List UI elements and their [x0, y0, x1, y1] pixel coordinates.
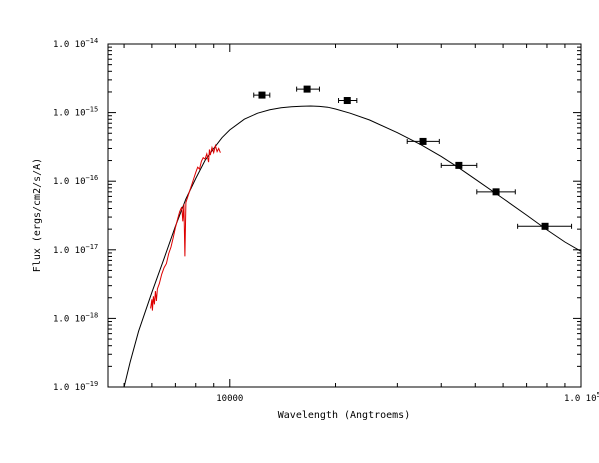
data-marker — [541, 222, 549, 230]
photometry-point — [517, 222, 573, 230]
spectrum-line — [150, 143, 221, 311]
photometry-point — [476, 188, 516, 196]
y-tick-label: 1.0 10−14 — [53, 37, 98, 50]
model-curve — [123, 105, 582, 388]
y-tick-label: 1.0 10−15 — [53, 106, 98, 119]
photometry-point — [296, 85, 320, 93]
photometry-point — [253, 91, 271, 99]
data-marker — [455, 161, 463, 169]
tick-marks — [108, 44, 582, 388]
x-tick-label: 10000 — [216, 394, 243, 404]
data-marker — [258, 91, 266, 99]
x-tick-labels: 10000 1.0 105 — [216, 391, 599, 404]
photometry-layer — [253, 85, 573, 230]
x-tick-label: 1.0 105 — [564, 391, 599, 404]
data-marker — [303, 85, 311, 93]
data-marker — [492, 188, 500, 196]
y-tick-label: 1.0 10−19 — [53, 380, 98, 393]
model-curve-layer — [123, 105, 582, 388]
y-tick-label: 1.0 10−18 — [53, 311, 98, 324]
data-marker — [343, 97, 351, 105]
y-axis-label: Flux (ergs/cm2/s/A) — [32, 158, 43, 272]
photometry-point — [338, 97, 358, 105]
data-marker — [419, 137, 427, 145]
photometry-point — [440, 161, 478, 169]
spectrum-layer — [150, 143, 221, 311]
y-tick-label: 1.0 10−17 — [53, 243, 98, 256]
plot-frame — [107, 43, 582, 388]
x-axis-label: Wavelength (Angtroems) — [278, 410, 410, 421]
y-tick-labels: 1.0 10−19 1.0 10−18 1.0 10−17 1.0 10−16 1.0 … — [53, 37, 98, 393]
y-tick-label: 1.0 10−16 — [53, 174, 98, 187]
photometry-point — [406, 137, 440, 145]
